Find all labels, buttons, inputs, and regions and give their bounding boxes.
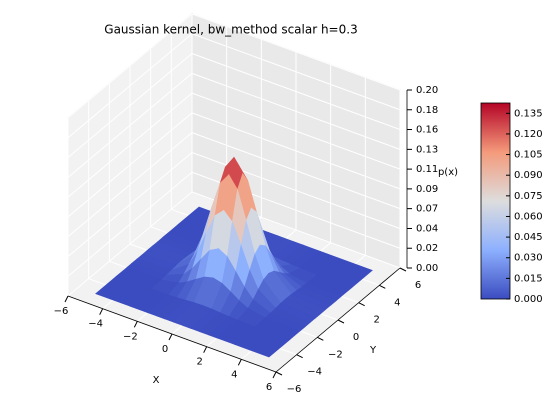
x-tick-label: 4 [231,369,237,380]
z-tick-label: 0.00 [416,263,438,274]
z-axis-label: p(x) [438,167,458,178]
grid-line [191,72,401,150]
x-tick-label: 2 [196,357,202,368]
grid-line [191,152,401,229]
y-tick-label: 6 [415,280,421,291]
y-tick-label: −6 [287,384,302,395]
grid-line [67,152,193,257]
x-tick-label: −4 [88,319,103,330]
colorbar-tick-label: 0.075 [514,191,543,202]
grid-line [191,13,401,91]
x-tick [272,371,277,379]
y-tick [337,319,345,324]
z-tick-label: 0.13 [416,144,438,155]
colorbar-tick-label: 0.105 [514,150,543,161]
grid-line [67,171,193,277]
grid-line [191,112,401,190]
y-axis-label: Y [369,345,377,356]
grid-line [67,92,193,198]
colorbar-tick-label: 0.000 [514,294,543,305]
x-tick [168,333,173,341]
grid-line [67,112,193,218]
colorbar-tick-label: 0.030 [514,253,543,264]
y-tick [317,336,324,341]
x-tick-label: 0 [162,344,168,355]
surface-patch [233,326,291,358]
x-tick [64,295,69,303]
z-tick-label: 0.20 [416,85,438,96]
y-tick-label: 2 [373,315,379,326]
axes: −6 −4 −2 0 2 4 6 −6 −4 −2 0 2 4 6 0.00 0.02 0.04 0.07 0.09… [54,85,439,395]
grid-line [67,33,193,139]
y-tick [358,302,365,307]
z-tick-label: 0.07 [416,204,438,215]
colorbar-tick-label: 0.015 [514,273,543,284]
x-tick-label: −6 [54,306,69,317]
x-tick-label: 6 [266,382,272,393]
grid-line [191,53,401,130]
y-tick-label: 0 [353,332,359,343]
y-tick [275,371,283,376]
grid-line [67,13,193,119]
colorbar [480,102,511,300]
grid-line [191,33,401,111]
z-tick-label: 0.18 [416,105,438,116]
grid-line [67,132,193,238]
z-tick-label: 0.09 [416,184,438,195]
colorbar-tick-label: 0.135 [514,108,543,119]
x-tick-label: −2 [123,331,138,342]
y-tick [399,267,407,272]
colorbar-tick-label: 0.090 [514,170,543,181]
y-tick-label: 4 [394,297,400,308]
colorbar-tick-label: 0.120 [514,129,543,140]
grid-line [191,92,401,170]
x-tick [133,321,138,328]
y-tick-label: −2 [328,349,343,360]
x-tick [237,359,242,366]
grid-line [191,132,401,210]
z-tick-label: 0.02 [416,243,438,254]
grid-line [67,72,193,178]
colorbar-tick-label: 0.060 [514,211,543,222]
z-tick-label: 0.04 [416,223,438,234]
colorbar-tick-label: 0.045 [514,232,543,243]
y-tick [379,284,386,289]
grid-line [67,191,193,297]
y-tick [296,354,303,359]
chart-title: Gaussian kernel, bw_method scalar h=0.3 [104,23,357,37]
x-axis-label: X [153,375,160,386]
z-tick-label: 0.16 [416,125,438,136]
grid-line [67,53,193,158]
surface [95,156,373,358]
y-tick-label: −4 [307,367,322,378]
z-tick-label: 0.11 [416,164,438,175]
x-tick [203,346,208,353]
x-tick [99,308,104,315]
